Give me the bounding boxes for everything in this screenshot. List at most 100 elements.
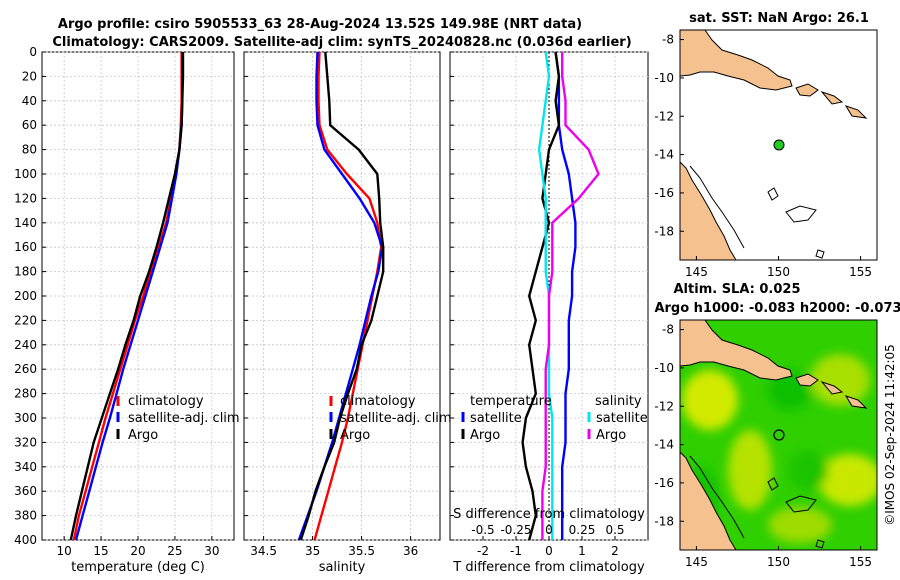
series-line-salinity-argo — [541, 52, 600, 540]
temperature-legend: climatology satellite-adj. clim Argo — [116, 394, 240, 443]
png-islands — [795, 83, 868, 119]
map-y-tick-label: -10 — [654, 361, 674, 375]
png-islands — [795, 373, 868, 409]
sla-map: Altim. SLA: 0.025 Argo h1000: -0.083 h20… — [654, 282, 900, 569]
series-line-argo — [69, 52, 185, 541]
y-tick-label: 400 — [14, 533, 37, 547]
sla-argo-location-marker — [773, 429, 785, 441]
s-diff-tick-label: -0.5 — [471, 523, 494, 537]
sla-high-patch — [682, 370, 738, 430]
s-diff-tick-label: 0 — [545, 523, 553, 537]
y-tick-label: 200 — [14, 289, 37, 303]
copyright-timestamp: ©IMOS 02-Sep-2024 11:42:05 — [883, 344, 897, 526]
y-tick-label: 220 — [14, 313, 37, 327]
map-y-tick-label: -8 — [662, 33, 674, 47]
series-line-temperature-argo — [521, 51, 561, 541]
map-y-tick-label: -14 — [654, 148, 674, 162]
s-diff-tick-label: 0.5 — [605, 523, 624, 537]
y-tick-label: 0 — [29, 45, 37, 59]
y-tick-label: 340 — [14, 460, 37, 474]
map-y-tick-label: -12 — [654, 109, 674, 123]
sla-high-patch — [728, 430, 772, 510]
legend-climatology-label: climatology — [128, 394, 204, 409]
y-tick-label: 80 — [22, 143, 37, 157]
sst-map-title: sat. SST: NaN Argo: 26.1 — [689, 11, 869, 26]
map-y-tick-label: -16 — [654, 186, 674, 200]
sla-high-patch — [818, 454, 877, 506]
sla-low-patch — [788, 450, 828, 490]
y-tick-label: 180 — [14, 265, 37, 279]
map-x-tick-label: 150 — [767, 265, 790, 279]
y-tick-label: 60 — [22, 118, 37, 132]
map-x-tick-label: 155 — [849, 555, 872, 569]
sla-high-patch — [768, 507, 832, 543]
salinity-legend: climatology satellite-adj. clim Argo — [329, 394, 452, 443]
map-y-tick-label: -14 — [654, 438, 674, 452]
y-tick-label: 20 — [22, 69, 37, 83]
sla-high-patch — [810, 354, 870, 406]
sla-map-title-line2: Argo h1000: -0.083 h2000: -0.073 — [654, 301, 900, 316]
map-y-tick-label: -16 — [654, 476, 674, 490]
sla-map-title-line1: Altim. SLA: 0.025 — [674, 282, 801, 297]
legend-satellite-label: satellite-adj. clim — [128, 411, 240, 426]
sst-argo-location-marker — [773, 139, 785, 151]
legend-argo-label: Argo — [340, 428, 370, 443]
legend-temp-argo-label: Argo — [470, 428, 500, 443]
map-y-tick-label: -18 — [654, 514, 674, 528]
temperature-xlabel: temperature (deg C) — [71, 560, 205, 575]
x-tick-label: 15 — [93, 544, 108, 558]
y-tick-label: 260 — [14, 362, 37, 376]
legend-temp-satellite-label: satellite — [470, 411, 522, 426]
legend-temperature-title: temperature — [470, 394, 552, 409]
x-tick-label: 1 — [578, 544, 586, 558]
sst-map-ticks: 145 150 155 -8 -10 -12 -14 -16 -18 — [654, 33, 872, 279]
y-tick-label: 40 — [22, 94, 37, 108]
difference-xlabel: T difference from climatology — [452, 560, 645, 575]
salinity-panel: 34.5 35 35.5 36 salinity — [243, 51, 441, 575]
figure-title-line1: Argo profile: csiro 5905533_63 28-Aug-20… — [58, 17, 582, 32]
salinity-xlabel: salinity — [319, 560, 366, 575]
legend-salinity-title: salinity — [595, 394, 642, 409]
difference-panel: -2 -1 0 1 2 S difference from climatology -0… — [449, 51, 649, 575]
map-x-tick-label: 145 — [685, 555, 708, 569]
png-landmass — [680, 320, 793, 381]
legend-argo-label: Argo — [128, 428, 158, 443]
y-tick-label: 240 — [14, 338, 37, 352]
x-tick-label: 25 — [167, 544, 182, 558]
x-tick-label: 10 — [57, 544, 72, 558]
temperature-panel: 0 20 40 60 80 100 120 140 160 180 200 220 240 260 280 3… — [14, 45, 235, 575]
legend-climatology-label: climatology — [340, 394, 416, 409]
x-tick-label: -2 — [477, 544, 489, 558]
map-y-tick-label: -8 — [662, 323, 674, 337]
map-y-tick-label: -12 — [654, 399, 674, 413]
x-tick-label: -1 — [510, 544, 522, 558]
x-tick-label: 35 — [305, 544, 320, 558]
series-line-argo — [299, 51, 385, 541]
y-tick-label: 280 — [14, 387, 37, 401]
map-y-tick-label: -18 — [654, 224, 674, 238]
y-tick-label: 100 — [14, 167, 37, 181]
y-tick-label: 300 — [14, 411, 37, 425]
y-tick-label: 140 — [14, 216, 37, 230]
x-tick-label: 30 — [204, 544, 219, 558]
coral-sea-reefs — [767, 477, 825, 549]
map-x-tick-label: 145 — [685, 265, 708, 279]
s-diff-tick-label: 0.25 — [569, 523, 596, 537]
y-tick-label: 380 — [14, 509, 37, 523]
legend-satellite-label: satellite-adj. clim — [340, 411, 452, 426]
x-tick-label: 20 — [130, 544, 145, 558]
australia-landmass — [680, 161, 737, 260]
map-x-tick-label: 155 — [849, 265, 872, 279]
x-tick-label: 34.5 — [250, 544, 277, 558]
x-tick-label: 2 — [611, 544, 619, 558]
difference-legend: temperature satellite Argo salinity sate… — [461, 394, 648, 443]
sla-map-ticks: 145 150 155 -8 -10 -12 -14 -16 -18 — [654, 323, 872, 569]
australia-landmass — [680, 451, 737, 550]
legend-sal-argo-label: Argo — [596, 428, 626, 443]
reef-outline — [689, 455, 745, 539]
y-tick-label: 120 — [14, 191, 37, 205]
y-tick-label: 360 — [14, 484, 37, 498]
sst-map: sat. SST: NaN Argo: 26.1 145 150 155 -8 -10 -… — [654, 11, 878, 279]
legend-sal-satellite-label: satellite — [596, 411, 648, 426]
